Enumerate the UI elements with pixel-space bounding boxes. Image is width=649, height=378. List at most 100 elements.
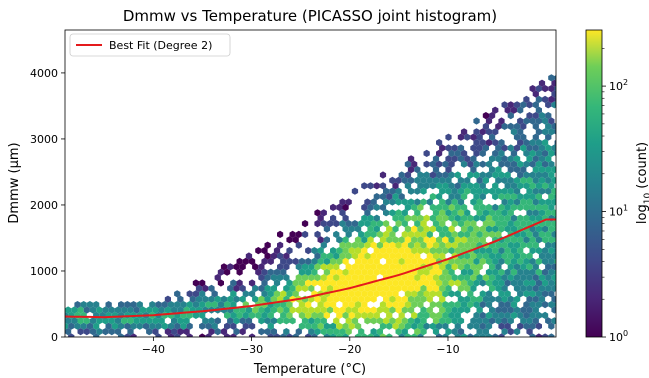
hexbin-cell bbox=[535, 247, 542, 255]
hexbin-cell bbox=[479, 160, 486, 168]
hexbin-cell bbox=[386, 333, 393, 337]
hexbin-cell bbox=[301, 317, 309, 325]
hexbin-cell bbox=[364, 263, 371, 271]
hexbin-cell bbox=[354, 290, 362, 298]
hexbin-cell bbox=[336, 290, 343, 298]
hexbin-cell bbox=[364, 220, 371, 228]
hexbin-cell bbox=[548, 149, 555, 157]
hexbin-cell bbox=[485, 247, 493, 255]
hexbin-cell bbox=[429, 182, 436, 190]
hexbin-cell bbox=[517, 160, 524, 168]
hexbin-cell bbox=[342, 301, 349, 309]
hexbin-cell bbox=[220, 328, 228, 336]
hexbin-cell bbox=[414, 166, 421, 174]
hexbin-cell bbox=[504, 279, 511, 287]
hexbin-cell bbox=[439, 284, 446, 292]
hexbin-cell bbox=[289, 317, 296, 325]
hexbin-cell bbox=[227, 317, 234, 325]
hexbin-cell bbox=[83, 306, 90, 314]
hexbin-cell bbox=[258, 274, 265, 282]
hexbin-cell bbox=[376, 241, 383, 249]
hexbin-cell bbox=[320, 306, 327, 314]
hexbin-cell bbox=[507, 306, 514, 314]
hexbin-cell bbox=[545, 122, 552, 130]
hexbin-cell bbox=[105, 301, 112, 309]
hexbin-cell bbox=[89, 317, 97, 325]
hexbin-cell bbox=[367, 311, 374, 319]
hexbin-cell bbox=[451, 241, 458, 249]
hexbin-cell bbox=[520, 133, 527, 141]
hexbin-cell bbox=[314, 295, 321, 303]
hexbin-cell bbox=[473, 311, 480, 319]
hexbin-cell bbox=[177, 328, 184, 336]
hexbin-cell bbox=[414, 295, 421, 303]
hexbin-cell bbox=[545, 155, 552, 163]
hexbin-cell bbox=[510, 268, 518, 276]
hexbin-cell bbox=[442, 236, 449, 244]
hexbin-cell bbox=[529, 160, 536, 168]
hexbin-cell bbox=[233, 328, 240, 336]
hexbin-cell bbox=[311, 311, 318, 319]
hexbin-cell bbox=[414, 328, 421, 336]
hexbin-cell bbox=[301, 220, 309, 228]
hexbin-cell bbox=[345, 328, 352, 336]
hexbin-cell bbox=[479, 322, 486, 330]
hexbin-cell bbox=[551, 176, 556, 184]
hexbin-cell bbox=[436, 160, 443, 168]
hexbin-cell bbox=[542, 257, 549, 265]
hexbin-cell bbox=[364, 274, 371, 282]
hexbin-cell bbox=[345, 252, 352, 260]
hexbin-cell bbox=[513, 252, 521, 260]
hexbin-cell bbox=[436, 311, 443, 319]
hexbin-cell bbox=[224, 301, 231, 309]
hexbin-cell bbox=[383, 241, 390, 249]
colorbar-tick-label: 100 bbox=[609, 329, 628, 344]
y-tick-label: 0 bbox=[51, 331, 58, 344]
hexbin-cell bbox=[460, 203, 468, 211]
hexbin-cell bbox=[442, 268, 449, 276]
hexbin-cell bbox=[526, 230, 533, 238]
hexbin-cell bbox=[286, 290, 293, 298]
hexbin-cell bbox=[261, 268, 268, 276]
hexbin-cell bbox=[423, 279, 430, 287]
hexbin-cell bbox=[510, 193, 518, 201]
hexbin-cell bbox=[220, 295, 228, 303]
hexbin-cell bbox=[292, 236, 299, 244]
hexbin-cell bbox=[504, 193, 511, 201]
hexbin-cell bbox=[479, 139, 486, 147]
hexbin-cell bbox=[504, 225, 511, 233]
hexbin-cell bbox=[436, 225, 443, 233]
hexbin-cell bbox=[68, 322, 75, 330]
hexbin-cell bbox=[326, 252, 334, 260]
hexbin-cell bbox=[429, 322, 436, 330]
hexbin-cell bbox=[467, 322, 474, 330]
hexbin-cell bbox=[417, 171, 424, 179]
hexbin-cell bbox=[498, 225, 505, 233]
hexbin-cell bbox=[470, 263, 477, 271]
hexbin-cell bbox=[548, 85, 555, 93]
hexbin-cell bbox=[407, 198, 415, 206]
hexbin-cell bbox=[164, 306, 171, 314]
hexbin-cell bbox=[482, 187, 489, 195]
hexbin-cell bbox=[464, 263, 471, 271]
hexbin-cell bbox=[370, 284, 377, 292]
hexbin-cell bbox=[286, 311, 293, 319]
hexbin-cell bbox=[498, 247, 505, 255]
hexbin-cell bbox=[517, 128, 524, 136]
hexbin-cell bbox=[130, 333, 137, 337]
hexbin-cell bbox=[538, 144, 546, 152]
hexbin-cell bbox=[351, 295, 359, 303]
hexbin-cell bbox=[436, 290, 443, 298]
hexbin-cell bbox=[323, 279, 330, 287]
hexbin-cell bbox=[264, 317, 271, 325]
hexbin-cell bbox=[523, 203, 530, 211]
hexbin-cell bbox=[330, 322, 337, 330]
hexbin-cell bbox=[485, 333, 493, 337]
hexbin-cell bbox=[498, 268, 505, 276]
hexbin-cell bbox=[548, 95, 555, 103]
hexbin-cell bbox=[224, 322, 231, 330]
hexbin-cell bbox=[495, 220, 502, 228]
hexbin-cell bbox=[317, 279, 324, 287]
hexbin-cell bbox=[364, 230, 371, 238]
hexbin-cell bbox=[202, 284, 209, 292]
